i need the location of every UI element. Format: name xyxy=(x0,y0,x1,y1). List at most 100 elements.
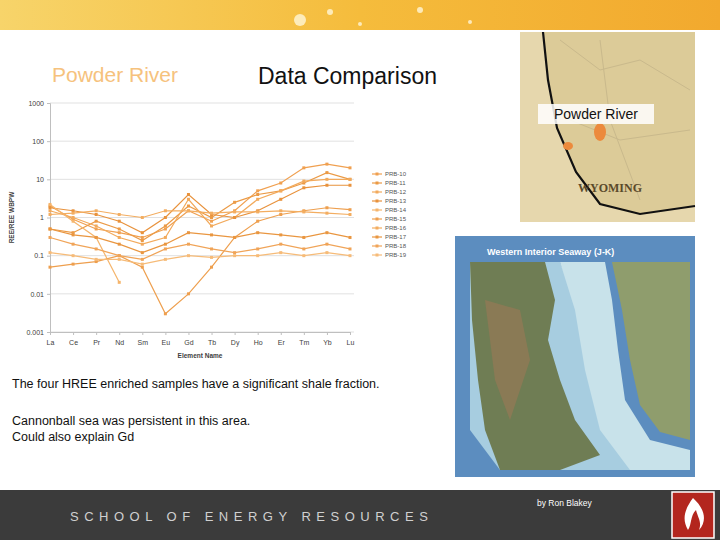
y-tick: 0.1 xyxy=(34,252,50,259)
series-point xyxy=(256,220,259,223)
x-tick-label: Ho xyxy=(254,339,263,346)
x-tick-label: Pr xyxy=(93,339,101,346)
seaway-map: Western Interior Seaway (J-K) xyxy=(455,236,695,477)
series-point xyxy=(72,254,75,257)
series-point xyxy=(325,178,328,181)
x-tick-mark xyxy=(188,332,189,335)
y-tick-label: 100 xyxy=(32,138,44,145)
series-point xyxy=(164,209,167,212)
legend-line xyxy=(372,254,382,255)
series-point xyxy=(72,216,75,219)
y-tick-mark xyxy=(47,294,50,295)
series-line xyxy=(50,173,350,241)
x-tick: Dy xyxy=(231,332,240,347)
x-tick-mark xyxy=(73,332,74,335)
footer-band xyxy=(0,490,720,540)
map-ground xyxy=(520,32,695,222)
series-point xyxy=(164,224,167,227)
series-point xyxy=(325,184,328,187)
series-point xyxy=(325,231,328,234)
y-tick-mark xyxy=(47,218,50,219)
series-line xyxy=(50,253,350,264)
legend-marker xyxy=(376,173,379,176)
series-point xyxy=(256,189,259,192)
x-tick-mark xyxy=(304,332,305,335)
logo-box xyxy=(672,492,714,538)
y-axis: 0.0010.010.11101001000 xyxy=(26,100,50,336)
series-point xyxy=(118,227,121,230)
legend-line xyxy=(372,245,382,246)
seaway-ground xyxy=(455,236,695,477)
series-point xyxy=(279,233,282,236)
series-point xyxy=(49,203,52,206)
basin-area xyxy=(563,142,573,150)
legend-marker xyxy=(376,200,379,203)
x-tick-mark xyxy=(96,332,97,335)
y-tick-mark xyxy=(47,332,50,333)
series-point xyxy=(349,184,352,187)
series-line xyxy=(50,229,350,253)
legend-marker xyxy=(376,227,379,230)
series-point xyxy=(49,251,52,254)
map-road xyxy=(560,40,690,90)
land-east xyxy=(612,262,690,440)
series-point xyxy=(72,243,75,246)
map-state-label: WYOMING xyxy=(578,181,642,195)
series-point xyxy=(187,292,190,295)
series-point xyxy=(72,233,75,236)
series-point xyxy=(233,236,236,239)
series-point xyxy=(141,266,144,269)
map-credit: by Ron Blakey xyxy=(537,498,593,508)
series-point xyxy=(95,213,98,216)
header-dot xyxy=(468,20,472,24)
grid-line xyxy=(50,103,354,104)
series-line xyxy=(50,208,350,314)
note-text: Could also explain Gd xyxy=(12,430,134,444)
y-tick-label: 10 xyxy=(36,176,44,183)
legend-line xyxy=(372,191,382,192)
series-line xyxy=(50,179,350,244)
series-point xyxy=(325,206,328,209)
legend-label: PRB-11 xyxy=(385,180,406,186)
series-point xyxy=(141,236,144,239)
series-point xyxy=(164,216,167,219)
series-point xyxy=(95,209,98,212)
series-point xyxy=(349,208,352,211)
x-tick-label: Tm xyxy=(299,339,309,346)
series-line xyxy=(50,164,350,237)
series-point xyxy=(256,210,259,213)
header-band xyxy=(0,0,720,30)
x-tick-label: Gd xyxy=(184,339,193,346)
x-tick: Lu xyxy=(347,332,355,346)
legend-label: PRB-18 xyxy=(385,243,407,249)
series-point xyxy=(72,212,75,215)
series-point xyxy=(164,227,167,230)
series-point xyxy=(187,198,190,201)
x-axis-line xyxy=(51,333,351,336)
y-axis-line xyxy=(47,104,51,333)
series-point xyxy=(49,206,52,209)
x-tick-mark xyxy=(212,332,213,335)
legend-label: PRB-14 xyxy=(385,207,407,213)
x-tick: Er xyxy=(278,332,286,346)
series-point xyxy=(279,209,282,212)
series-point xyxy=(118,231,121,234)
legend-label: PRB-16 xyxy=(385,225,407,231)
x-tick: Nd xyxy=(115,332,124,346)
legend-marker xyxy=(376,182,379,185)
series-point xyxy=(49,266,52,269)
map-label-bg xyxy=(538,104,654,124)
series-point xyxy=(325,171,328,174)
series-point xyxy=(118,243,121,246)
x-axis-title: Element Name xyxy=(178,352,223,359)
legend-line xyxy=(372,218,382,219)
series-point xyxy=(302,236,305,239)
legend-label: PRB-12 xyxy=(385,189,407,195)
series-point xyxy=(349,178,352,181)
y-tick-label: 1 xyxy=(40,214,44,221)
x-tick: La xyxy=(47,332,55,346)
series-point xyxy=(95,227,98,230)
series-point xyxy=(49,227,52,230)
legend-marker xyxy=(376,191,379,194)
y-tick: 0.01 xyxy=(30,291,50,298)
